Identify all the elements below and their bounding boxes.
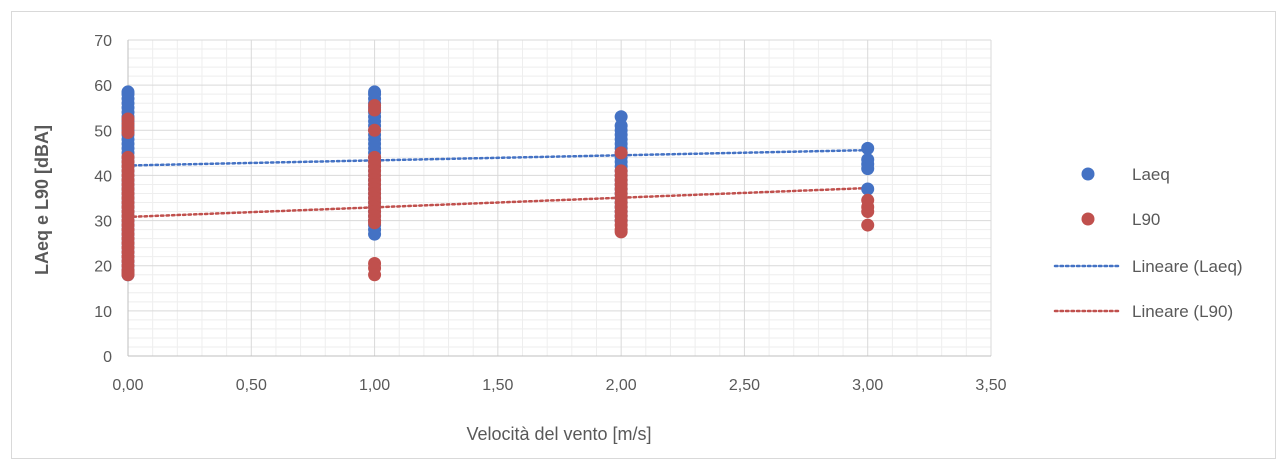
y-tick-label: 40	[94, 168, 112, 185]
legend-item-l90: L90	[1081, 210, 1160, 229]
trendline-lineare-laeq	[126, 148, 869, 167]
legend-marker	[1081, 167, 1095, 181]
trendline-lineare-l90	[126, 186, 869, 219]
y-tick-label: 10	[94, 304, 112, 321]
legend-item-lineare-laeq: Lineare (Laeq)	[1053, 257, 1243, 276]
legend-item-lineare-l90: Lineare (L90)	[1053, 302, 1233, 321]
legend: Laeq L90 Lineare (Laeq) Lineare (L90)	[1053, 165, 1243, 321]
data-point-l90	[368, 268, 382, 282]
data-point-laeq	[368, 227, 382, 241]
data-point-laeq	[614, 110, 628, 124]
data-point-l90	[368, 216, 382, 230]
data-point-l90	[121, 126, 135, 140]
y-axis-title: LAeq e L90 [dBA]	[32, 125, 52, 275]
x-axis-title: Velocità del vento [m/s]	[466, 424, 651, 444]
tick-labels: 0 10 20 30 40 50 60 70 0,00 0,50 1,00 1,50 2,00 2,50 3…	[94, 33, 1006, 394]
y-tick-label: 70	[94, 33, 112, 50]
legend-item-laeq: Laeq	[1081, 165, 1170, 184]
data-point-laeq	[861, 141, 875, 155]
y-tick-label: 0	[103, 349, 112, 366]
axes	[127, 40, 991, 357]
minor-grid	[128, 40, 991, 356]
data-point-l90	[861, 205, 875, 219]
series-l90	[121, 98, 875, 282]
x-tick-label: 3,50	[975, 377, 1006, 394]
chart-frame	[11, 11, 1276, 459]
x-tick-label: 1,50	[482, 377, 513, 394]
data-point-laeq	[861, 182, 875, 196]
x-tick-label: 3,00	[852, 377, 883, 394]
data-point-l90	[861, 218, 875, 232]
y-tick-label: 50	[94, 123, 112, 140]
x-tick-label: 1,00	[359, 377, 390, 394]
y-tick-label: 60	[94, 78, 112, 95]
y-tick-label: 30	[94, 214, 112, 231]
legend-label: Laeq	[1132, 165, 1170, 184]
data-point-laeq	[861, 162, 875, 176]
legend-marker	[1081, 212, 1095, 226]
data-point-l90	[614, 225, 628, 239]
legend-label: Lineare (L90)	[1132, 302, 1233, 321]
trendlines	[126, 148, 869, 219]
data-point-l90	[121, 268, 135, 282]
y-tick-label: 20	[94, 259, 112, 276]
data-point-l90	[614, 146, 628, 160]
x-tick-label: 0,00	[112, 377, 143, 394]
data-point-l90	[368, 123, 382, 137]
legend-label: Lineare (Laeq)	[1132, 257, 1243, 276]
x-tick-label: 2,50	[729, 377, 760, 394]
legend-label: L90	[1132, 210, 1160, 229]
data-points	[121, 85, 875, 282]
data-point-l90	[368, 103, 382, 117]
x-tick-label: 0,50	[236, 377, 267, 394]
major-grid	[127, 39, 992, 357]
x-tick-label: 2,00	[606, 377, 637, 394]
